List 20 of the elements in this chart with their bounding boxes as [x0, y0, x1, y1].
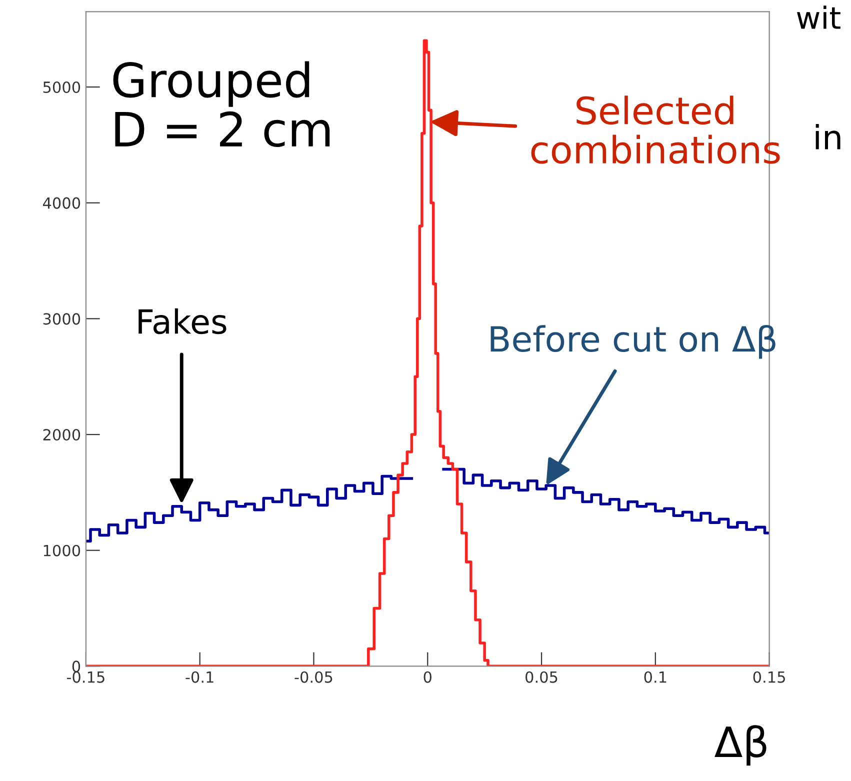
y-tick-label: 2000: [43, 428, 80, 441]
x-tick-label: 0.1: [644, 671, 666, 683]
y-tick-label: 3000: [43, 313, 80, 325]
x-tick-label: -0.05: [294, 671, 332, 683]
annotation: Selected combinations: [531, 96, 780, 164]
annotation: Before cut on Δβ: [490, 324, 776, 359]
annotation: Grouped D = 2 cm: [113, 61, 330, 148]
x-tick-label: -0.15: [66, 671, 104, 683]
text: wit: [796, 6, 840, 29]
x-tick-label: -0.1: [186, 671, 214, 683]
text: in: [816, 124, 840, 150]
x-tick-label: 0.15: [753, 671, 785, 683]
x-axis-title: Δβ: [714, 725, 766, 766]
annotation: Fakes: [138, 308, 226, 334]
y-tick-label: 4000: [42, 197, 80, 209]
x-tick-label: 0.05: [526, 671, 558, 683]
x-tick-label: 0: [424, 671, 432, 683]
y-tick-label: 1000: [44, 544, 80, 556]
y-tick-label: 5000: [43, 81, 80, 94]
y-tick-label: 0: [72, 660, 80, 672]
